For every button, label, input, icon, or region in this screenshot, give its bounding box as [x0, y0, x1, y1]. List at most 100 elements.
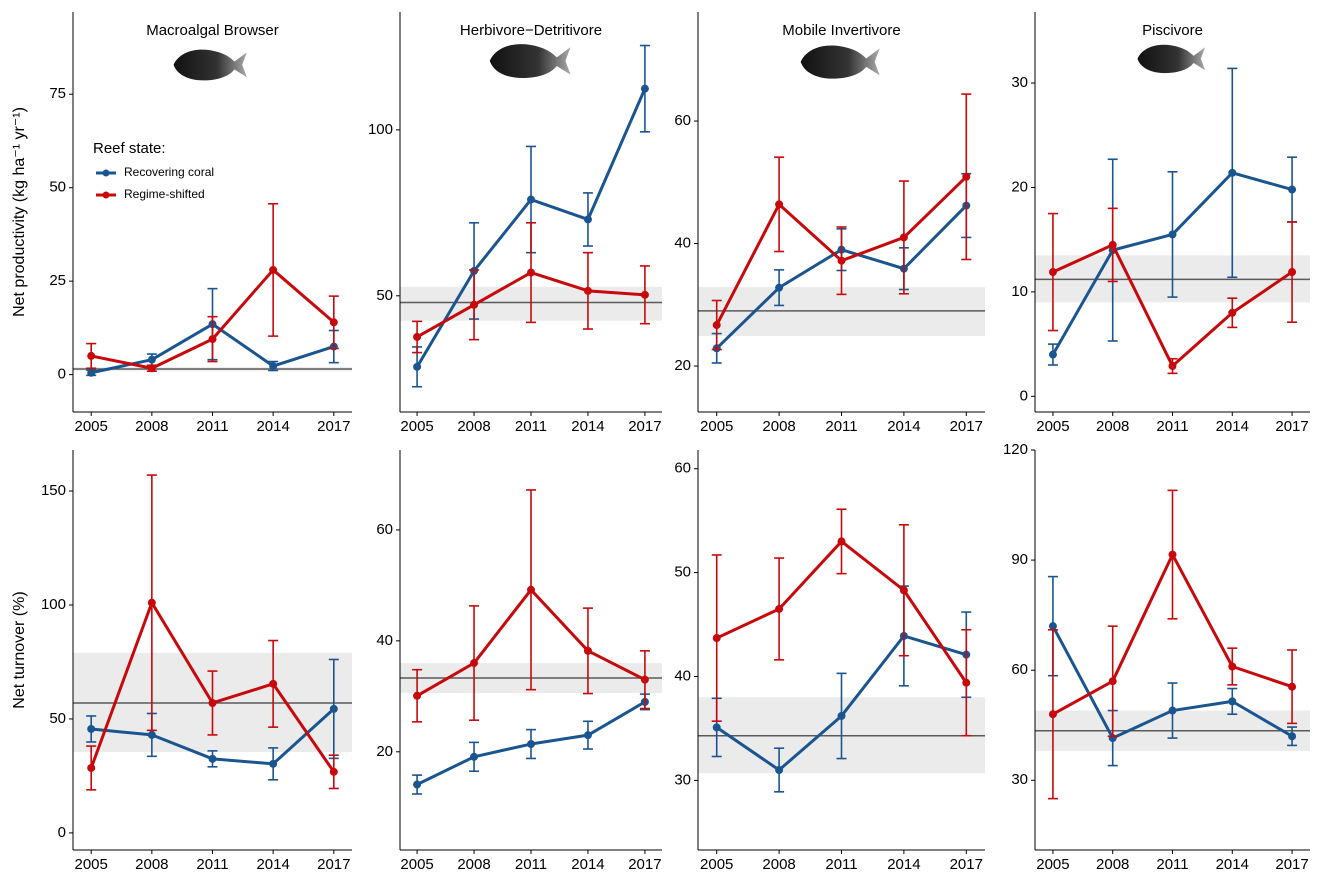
x-tick-label: 2008	[762, 418, 795, 435]
y-tick-label: 25	[49, 272, 66, 289]
data-point	[1288, 186, 1296, 194]
data-point	[87, 369, 95, 377]
x-tick-label: 2017	[1275, 418, 1308, 435]
x-tick-label: 2014	[256, 856, 289, 873]
data-point	[527, 740, 535, 748]
x-tick-label: 2011	[196, 418, 228, 435]
data-point	[527, 586, 535, 594]
y-tick-label: 0	[1020, 387, 1028, 404]
x-tick-label: 2005	[75, 856, 108, 873]
data-point	[584, 287, 592, 295]
data-point	[1228, 309, 1236, 317]
y-tick-label: 30	[674, 771, 691, 788]
y-tick-label: 20	[1011, 178, 1028, 195]
x-tick-label: 2011	[515, 856, 547, 873]
x-tick-label: 2011	[196, 856, 228, 873]
data-point	[87, 764, 95, 772]
y-tick-label: 0	[58, 824, 66, 841]
x-tick-label: 2017	[628, 418, 661, 435]
data-point	[269, 760, 277, 768]
data-point	[527, 196, 535, 204]
x-tick-label: 2017	[317, 856, 350, 873]
x-tick-label: 2008	[135, 418, 168, 435]
data-point	[775, 200, 783, 208]
x-tick-label: 2017	[950, 856, 983, 873]
y-tick-label: 40	[376, 632, 393, 649]
data-point	[775, 766, 783, 774]
data-point	[1169, 362, 1177, 370]
y-tick-label: 120	[1003, 441, 1028, 458]
x-tick-label: 2008	[135, 856, 168, 873]
data-point	[269, 362, 277, 370]
x-tick-label: 2014	[1216, 418, 1249, 435]
x-tick-label: 2014	[887, 856, 920, 873]
data-point	[413, 781, 421, 789]
data-point	[330, 768, 338, 776]
data-point	[527, 269, 535, 277]
x-tick-label: 2011	[1156, 856, 1188, 873]
data-point	[900, 233, 908, 241]
x-tick-label: 2008	[1096, 418, 1129, 435]
data-point	[1228, 169, 1236, 177]
y-tick-label: 30	[1011, 771, 1028, 788]
data-point	[584, 215, 592, 223]
data-point	[1288, 268, 1296, 276]
y-axis-label: Net turnover (%)	[11, 591, 28, 708]
x-tick-label: 2017	[950, 418, 983, 435]
data-point	[470, 301, 478, 309]
data-point	[1169, 230, 1177, 238]
x-tick-label: 2014	[571, 856, 604, 873]
data-point	[470, 753, 478, 761]
data-point	[1049, 710, 1057, 718]
data-point	[148, 364, 156, 372]
data-point	[87, 352, 95, 360]
y-tick-label: 50	[49, 179, 66, 196]
y-tick-label: 50	[674, 564, 691, 581]
data-point	[148, 356, 156, 364]
panel-title: Herbivore−Detritivore	[460, 22, 602, 39]
data-point	[900, 586, 908, 594]
y-tick-label: 60	[674, 460, 691, 477]
y-tick-label: 10	[1011, 283, 1028, 300]
x-tick-label: 2011	[1156, 418, 1188, 435]
x-tick-label: 2005	[1036, 856, 1069, 873]
data-point	[713, 634, 721, 642]
y-tick-label: 60	[1011, 661, 1028, 678]
y-tick-label: 50	[49, 710, 66, 727]
x-tick-label: 2011	[825, 856, 857, 873]
x-tick-label: 2008	[457, 856, 490, 873]
data-point	[1049, 351, 1057, 359]
data-point	[838, 537, 846, 545]
data-point	[713, 723, 721, 731]
x-tick-label: 2005	[400, 418, 433, 435]
legend-title: Reef state:	[93, 140, 166, 157]
y-tick-label: 60	[376, 521, 393, 538]
x-tick-label: 2014	[1216, 856, 1249, 873]
x-tick-label: 2017	[317, 418, 350, 435]
x-tick-label: 2011	[825, 418, 857, 435]
fish-icon	[490, 44, 571, 78]
y-tick-label: 30	[1011, 74, 1028, 91]
x-tick-label: 2008	[1096, 856, 1129, 873]
data-point	[641, 291, 649, 299]
data-point	[1109, 677, 1117, 685]
data-point	[209, 699, 217, 707]
data-point	[1049, 622, 1057, 630]
data-point	[641, 85, 649, 93]
x-tick-label: 2014	[571, 418, 604, 435]
y-tick-label: 40	[674, 235, 691, 252]
y-tick-label: 60	[674, 112, 691, 129]
x-tick-label: 2005	[700, 418, 733, 435]
data-point	[1288, 683, 1296, 691]
y-tick-label: 20	[674, 357, 691, 374]
y-tick-label: 75	[49, 85, 66, 102]
y-axis-label: Net productivity (kg ha⁻¹ yr⁻¹)	[11, 107, 28, 317]
data-point	[1049, 268, 1057, 276]
y-tick-label: 90	[1011, 551, 1028, 568]
legend-label: Recovering coral	[124, 165, 214, 179]
data-point	[1228, 663, 1236, 671]
data-point	[1288, 732, 1296, 740]
x-tick-label: 2008	[762, 856, 795, 873]
panel-title: Macroalgal Browser	[146, 22, 279, 39]
data-point	[962, 679, 970, 687]
